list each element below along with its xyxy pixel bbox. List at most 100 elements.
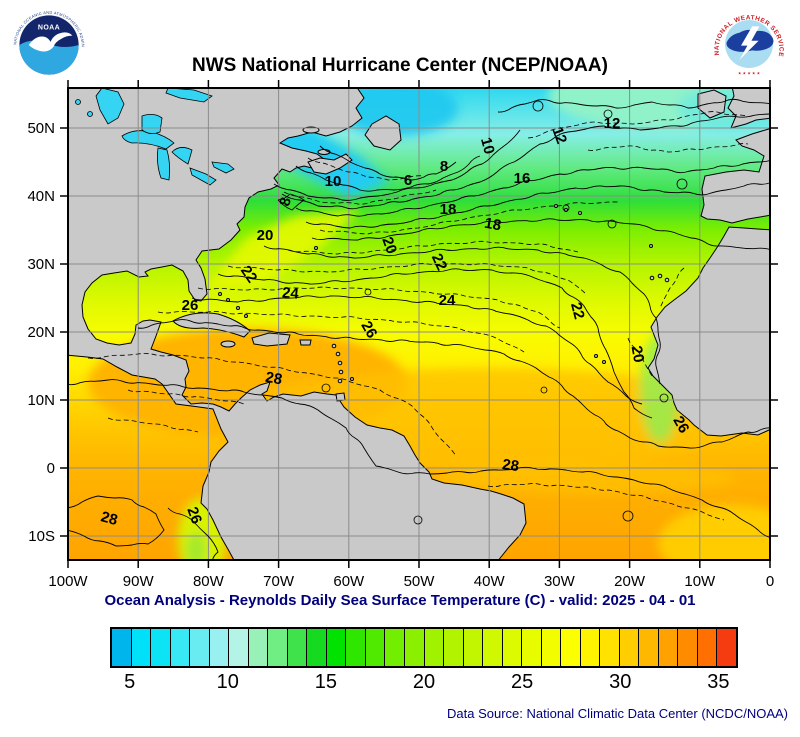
isotherm-line-dashed xyxy=(157,311,525,353)
colorbar-cell xyxy=(384,629,404,666)
colorbar-cell xyxy=(130,629,151,666)
isotherm-line-dashed xyxy=(587,143,749,153)
lat-axis-label: 40N xyxy=(27,188,55,205)
lon-axis-label: 40W xyxy=(474,573,506,590)
colorbar-tick-label: 5 xyxy=(124,671,136,693)
contour-label: 28 xyxy=(264,369,283,389)
colorbar-cell xyxy=(247,629,268,666)
cuba xyxy=(172,312,251,338)
isotherm-line-dashed xyxy=(487,483,725,521)
contour-label: 24 xyxy=(439,292,456,309)
lat-axis-label: 50N xyxy=(27,120,55,137)
isotherm-line-dashed xyxy=(287,240,579,255)
contour-label: 20 xyxy=(257,227,274,244)
isotherm-ring xyxy=(607,219,617,229)
lon-axis-label: 90W xyxy=(123,573,155,590)
contour-label: 10 xyxy=(477,136,498,157)
colorbar-cell xyxy=(286,629,307,666)
isotherm-line xyxy=(295,155,481,192)
contour-label: 12 xyxy=(604,115,621,132)
lat-axis-label: 0 xyxy=(47,460,55,477)
nova-scotia xyxy=(307,153,353,175)
isotherm-ring xyxy=(659,393,669,403)
contour-label: 18 xyxy=(440,201,457,218)
colorbar-cell xyxy=(462,629,483,666)
isotherm-ring xyxy=(364,288,372,296)
colorbar-cell xyxy=(306,629,326,666)
subtitle: Ocean Analysis - Reynolds Daily Sea Surf… xyxy=(104,592,696,609)
colorbar-cell xyxy=(521,629,541,666)
isotherm-line xyxy=(281,113,771,210)
colorbar-cell xyxy=(325,629,346,666)
axes: 100W 90W 80W 70W 60W 50W 40W 30W 20W 10W 0 50N 40N 30… xyxy=(27,80,778,590)
lon-axis-label: 0 xyxy=(766,573,774,590)
isotherm-line xyxy=(319,145,457,181)
contour-label: 20 xyxy=(628,345,648,364)
colorbar-cell xyxy=(540,629,561,666)
isotherm-line-dashed xyxy=(319,201,619,235)
isotherm-line xyxy=(277,193,305,211)
nws-stars: ★ ★ ★ ★ ★ xyxy=(738,70,761,75)
isotherm-line xyxy=(67,379,771,539)
colorbar-cell xyxy=(696,629,717,666)
isotherm-ring xyxy=(562,204,570,212)
bermuda xyxy=(314,246,318,250)
colorbar-cell xyxy=(267,629,287,666)
isotherm-line xyxy=(191,295,643,405)
hispaniola xyxy=(251,332,291,347)
colorbar-tick-label: 30 xyxy=(609,671,632,693)
isotherm-ring xyxy=(603,109,613,119)
land xyxy=(67,87,771,561)
colorbar-cell xyxy=(599,629,619,666)
contour-label: 28 xyxy=(501,456,520,475)
nws-logo: NATIONAL WEATHER SERVICE ★ ★ ★ ★ ★ xyxy=(709,4,789,84)
isotherm-ring xyxy=(321,383,331,393)
colorbar-cell xyxy=(208,629,229,666)
isotherm-line xyxy=(497,98,771,113)
colorbar-cell xyxy=(112,629,131,666)
contour-label: 24 xyxy=(281,284,300,302)
lon-axis-label: 50W xyxy=(404,573,436,590)
isotherm-line-dashed xyxy=(127,389,245,405)
contour-label: 26 xyxy=(669,413,692,436)
newfoundland xyxy=(364,115,402,151)
isotherm-ring xyxy=(622,510,634,522)
contour-label: 8 xyxy=(276,196,295,208)
colorbar-cell xyxy=(150,629,170,666)
page-title: NWS National Hurricane Center (NCEP/NOAA… xyxy=(192,55,608,76)
trinidad xyxy=(335,392,346,402)
puerto-rico xyxy=(299,339,312,346)
africa xyxy=(647,226,771,437)
colorbar-cells xyxy=(110,627,738,668)
noaa-seagull-icon xyxy=(28,32,73,52)
noaa-wordmark: NOAA xyxy=(38,24,60,31)
colorbar-cell xyxy=(169,629,190,666)
colorbar: 5 10 15 20 25 30 35 xyxy=(110,627,738,699)
isotherm-line xyxy=(263,245,661,385)
isotherm-ring xyxy=(532,100,544,112)
lat-axis-label: 10S xyxy=(28,528,55,545)
colorbar-tick-label: 35 xyxy=(707,671,730,693)
contour-label: 26 xyxy=(183,505,205,526)
contour-label: 28 xyxy=(99,508,120,529)
sst-map: 20 8 10 6 8 10 12 12 16 18 18 20 22 22 24 24 26 26 22 20 28 2… xyxy=(27,80,778,590)
isotherm-line-dashed xyxy=(283,189,437,205)
nws-lightning-icon xyxy=(739,26,760,60)
contour-label: 12 xyxy=(548,125,570,146)
isotherm-line-dashed xyxy=(659,267,685,309)
colorbar-cell xyxy=(618,629,639,666)
lon-axis-label: 20W xyxy=(614,573,646,590)
contour-label: 8 xyxy=(440,158,448,175)
contour-labels: 20 8 10 6 8 10 12 12 16 18 18 20 22 22 24 24 26 26 22 20 28 2… xyxy=(99,115,693,529)
colorbar-tick-label: 25 xyxy=(511,671,534,693)
colorbar-tick-labels: 5 10 15 20 25 30 35 xyxy=(110,671,738,699)
north-south-america xyxy=(67,87,527,561)
isotherm-line-dashed xyxy=(227,263,587,295)
lat-axis-label: 20N xyxy=(27,324,55,341)
isotherm-line xyxy=(305,181,771,229)
noaa-emblem-sea xyxy=(19,40,79,75)
lon-axis-label: 30W xyxy=(544,573,576,590)
colorbar-tick-label: 10 xyxy=(216,671,239,693)
colorbar-cell xyxy=(189,629,209,666)
isotherm-line xyxy=(67,495,165,547)
